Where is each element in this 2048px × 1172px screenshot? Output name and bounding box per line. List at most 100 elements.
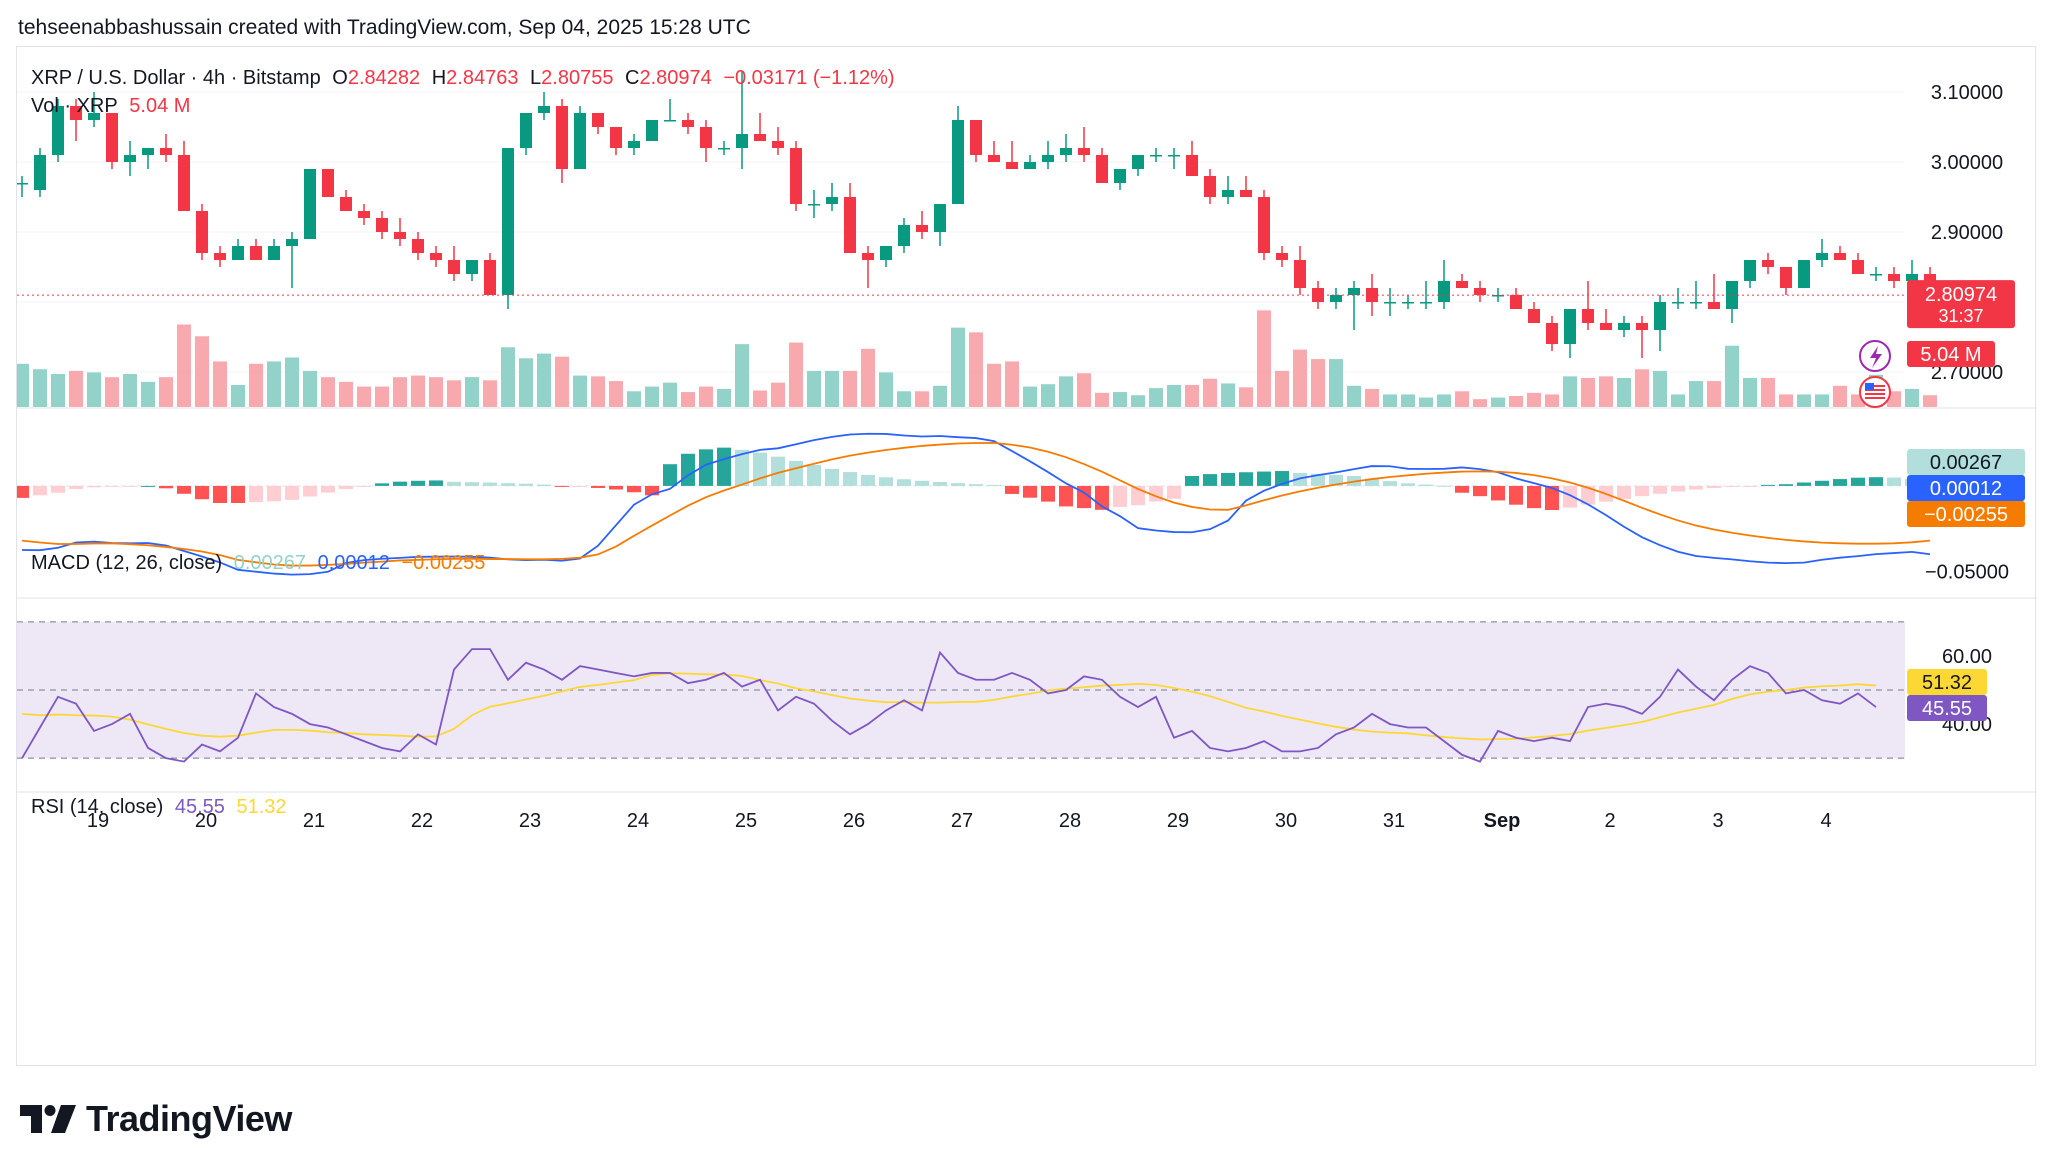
badge-bg	[1907, 341, 1995, 367]
time-tick: 4	[1820, 810, 1831, 832]
volume-bar	[1455, 391, 1469, 407]
macd-histogram-bar	[1491, 485, 1505, 501]
macd-title[interactable]: MACD (12, 26, close)	[31, 552, 223, 574]
macd-histogram-bar	[1059, 485, 1073, 507]
candle-body	[844, 197, 856, 253]
candle-body	[70, 106, 82, 120]
volume-bar	[987, 363, 1001, 407]
candle-body	[628, 141, 640, 148]
volume-bar	[879, 372, 893, 407]
candle-body	[1636, 323, 1648, 330]
volume-bar	[123, 374, 137, 407]
candle-body	[556, 106, 568, 169]
macd-histogram-bar	[465, 482, 479, 486]
volume-bar	[1779, 394, 1793, 407]
candle-body	[88, 113, 100, 120]
candle-body	[178, 155, 190, 211]
macd-histogram-bar	[627, 485, 641, 493]
volume-title[interactable]: Vol · XRP	[31, 95, 118, 117]
volume-bar	[717, 388, 731, 407]
candle-body	[1564, 309, 1576, 344]
volume-bar	[1365, 388, 1379, 407]
candle-body	[1492, 295, 1504, 297]
candle-body	[952, 120, 964, 204]
macd-histogram-bar	[213, 485, 227, 503]
volume-bar	[1545, 394, 1559, 407]
macd-histogram-bar	[375, 483, 389, 486]
macd-histogram-bar	[1113, 485, 1127, 507]
volume-bar	[1689, 381, 1703, 407]
candle-body	[1780, 267, 1792, 288]
candle-body	[304, 169, 316, 239]
macd-tick: −0.05000	[1925, 561, 2009, 583]
macd-histogram-bar	[663, 464, 677, 486]
macd-value-badge: −0.00255	[1907, 501, 2025, 527]
macd-histogram-bar	[951, 483, 965, 486]
price-tick: 3.10000	[1931, 82, 2003, 104]
volume-bar	[33, 369, 47, 407]
candle-body	[1240, 190, 1252, 197]
candle-body	[1438, 281, 1450, 302]
candle-body	[1834, 253, 1846, 260]
macd-histogram-bar	[987, 484, 1001, 486]
chart-canvas[interactable]: 3.100003.000002.900002.700002.8097431:37…	[17, 47, 2037, 1067]
volume-bar	[1437, 394, 1451, 407]
macd-histogram-bar	[87, 485, 101, 488]
candle-body	[1798, 260, 1810, 288]
chart-frame[interactable]: 3.10000 3.00000 2.90000 2.70000 2.80974 31:37…	[16, 46, 2037, 1067]
volume-bar	[213, 361, 227, 407]
candle-body	[1096, 155, 1108, 183]
icon-ring	[1859, 376, 1891, 408]
candle-body	[1384, 302, 1396, 304]
rsi-value-badge: 51.32	[1907, 669, 1987, 695]
macd-histogram-bar	[1527, 485, 1541, 509]
candle-body	[1402, 302, 1414, 304]
volume-bar	[1527, 392, 1541, 407]
symbol-title[interactable]: XRP / U.S. Dollar · 4h · Bitstamp	[31, 67, 321, 89]
macd-histogram-bar	[1653, 485, 1667, 494]
macd-histogram-bar	[1185, 475, 1199, 486]
macd-histogram-bar	[915, 480, 929, 486]
volume-bar	[1707, 381, 1721, 407]
badge-bg	[1907, 280, 2015, 329]
badge-bg	[1907, 501, 2025, 527]
volume-bar	[537, 353, 551, 407]
badge-text: 0.00267	[1930, 452, 2002, 474]
volume-bar	[861, 348, 875, 407]
volume-bar	[411, 375, 425, 407]
volume-bar	[1347, 385, 1361, 407]
volume-legend: Vol · XRP 5.04 M	[31, 95, 196, 118]
macd-histogram-bar	[1293, 472, 1307, 486]
macd-histogram-bar	[1401, 483, 1415, 486]
macd-histogram-bar	[1815, 480, 1829, 486]
volume-bar	[1671, 394, 1685, 407]
icon-bolt	[1870, 346, 1882, 368]
macd-histogram-bar	[429, 480, 443, 486]
rsi-title[interactable]: RSI (14, close)	[31, 796, 164, 818]
rsi-line	[21, 648, 1877, 763]
volume-bar	[555, 356, 569, 407]
candle-body	[736, 134, 748, 148]
candle-body	[1258, 197, 1270, 253]
macd-value-badge: 0.00267	[1907, 449, 2025, 475]
macd-histogram-bar	[33, 485, 47, 496]
candle-body	[250, 246, 262, 260]
time-tick: 3	[1712, 810, 1723, 832]
candle-body	[1420, 302, 1432, 304]
candle-body	[1078, 148, 1090, 155]
macd-histogram-bar	[519, 483, 533, 486]
candle-body	[934, 204, 946, 232]
time-tick: 21	[303, 810, 325, 832]
volume-badge: 5.04 M	[1907, 341, 1995, 367]
macd-legend: MACD (12, 26, close) 0.00267 0.00012 −0.…	[31, 552, 491, 575]
tradingview-brand[interactable]: TradingView	[20, 1098, 292, 1140]
candle-body	[1186, 155, 1198, 176]
volume-bar	[1725, 345, 1739, 407]
volume-bar	[1149, 388, 1163, 407]
flag-stripe	[1865, 393, 1885, 395]
volume-bar	[735, 344, 749, 407]
candle-body	[1870, 274, 1882, 276]
time-tick: 24	[627, 810, 649, 832]
volume-bar	[1833, 385, 1847, 407]
